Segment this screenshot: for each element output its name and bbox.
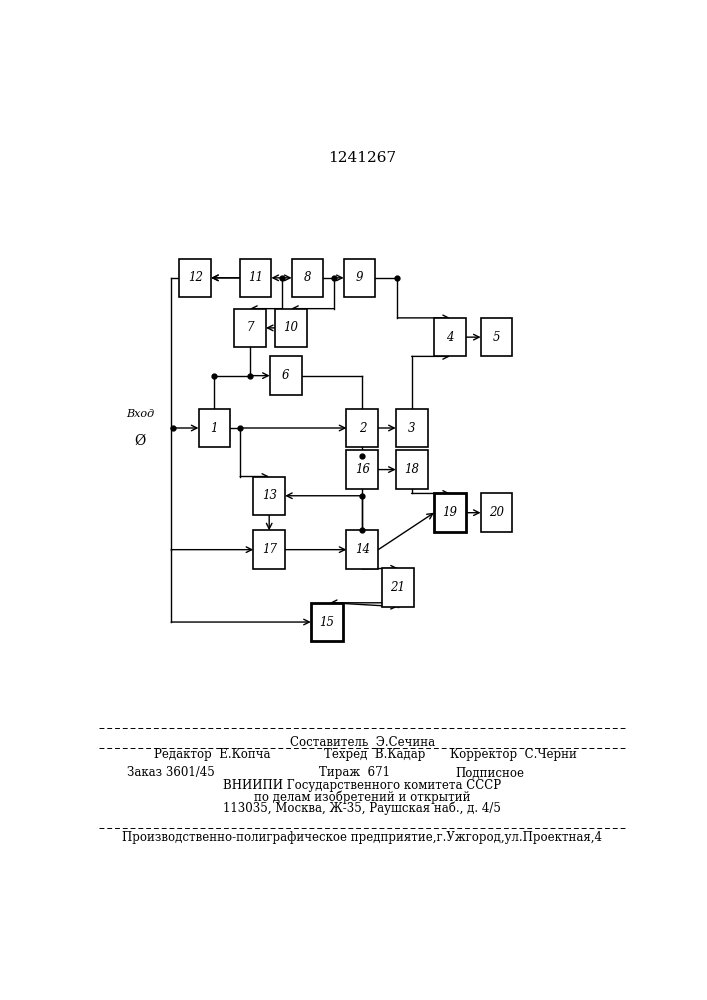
- Text: 15: 15: [320, 616, 334, 629]
- Text: 21: 21: [390, 581, 405, 594]
- Bar: [275, 309, 307, 347]
- Text: 18: 18: [404, 463, 419, 476]
- Bar: [292, 259, 323, 297]
- Text: 17: 17: [262, 543, 276, 556]
- Text: 20: 20: [489, 506, 504, 519]
- Text: Вход: Вход: [127, 409, 155, 419]
- Text: 14: 14: [355, 543, 370, 556]
- Bar: [240, 259, 271, 297]
- Bar: [346, 450, 378, 489]
- Text: Редактор  Е.Копча: Редактор Е.Копча: [154, 748, 271, 761]
- Bar: [346, 530, 378, 569]
- Text: 6: 6: [282, 369, 289, 382]
- Text: ВНИИПИ Государственного комитета СССР: ВНИИПИ Государственного комитета СССР: [223, 779, 501, 792]
- Bar: [382, 568, 414, 607]
- Text: 11: 11: [248, 271, 263, 284]
- Text: 1241267: 1241267: [328, 151, 397, 165]
- Text: Тираж  671: Тираж 671: [319, 766, 390, 779]
- Text: 19: 19: [443, 506, 457, 519]
- Bar: [253, 530, 285, 569]
- Text: по делам изобретений и открытий: по делам изобретений и открытий: [254, 790, 471, 804]
- Bar: [434, 318, 466, 356]
- Text: 5: 5: [493, 331, 501, 344]
- Text: 113035, Москва, Ж-35, Раушская наб., д. 4/5: 113035, Москва, Ж-35, Раушская наб., д. …: [223, 802, 501, 815]
- Text: Ø: Ø: [135, 433, 146, 447]
- Text: 1: 1: [211, 422, 218, 434]
- Text: Подписное: Подписное: [455, 766, 525, 779]
- Bar: [481, 318, 513, 356]
- Bar: [180, 259, 211, 297]
- Text: 9: 9: [356, 271, 363, 284]
- Text: 7: 7: [246, 321, 254, 334]
- Bar: [344, 259, 375, 297]
- Text: 10: 10: [284, 321, 298, 334]
- Text: Составитель  Э.Сечина: Составитель Э.Сечина: [290, 736, 435, 749]
- Bar: [311, 603, 343, 641]
- Bar: [270, 356, 301, 395]
- Text: Заказ 3601/45: Заказ 3601/45: [127, 766, 214, 779]
- Bar: [346, 409, 378, 447]
- Text: 8: 8: [304, 271, 311, 284]
- Text: 12: 12: [188, 271, 203, 284]
- Bar: [481, 493, 513, 532]
- Text: Корректор  С.Черни: Корректор С.Черни: [450, 748, 577, 761]
- Bar: [434, 493, 466, 532]
- Text: 13: 13: [262, 489, 276, 502]
- Text: Техред  В.Кадар: Техред В.Кадар: [324, 748, 426, 761]
- Text: 2: 2: [358, 422, 366, 434]
- Text: 4: 4: [446, 331, 454, 344]
- Bar: [253, 477, 285, 515]
- Text: Производственно-полиграфическое предприятие,г.Ужгород,ул.Проектная,4: Производственно-полиграфическое предприя…: [122, 831, 602, 844]
- Bar: [396, 450, 428, 489]
- Bar: [234, 309, 266, 347]
- Bar: [396, 409, 428, 447]
- Text: 16: 16: [355, 463, 370, 476]
- Bar: [199, 409, 230, 447]
- Text: 3: 3: [408, 422, 416, 434]
